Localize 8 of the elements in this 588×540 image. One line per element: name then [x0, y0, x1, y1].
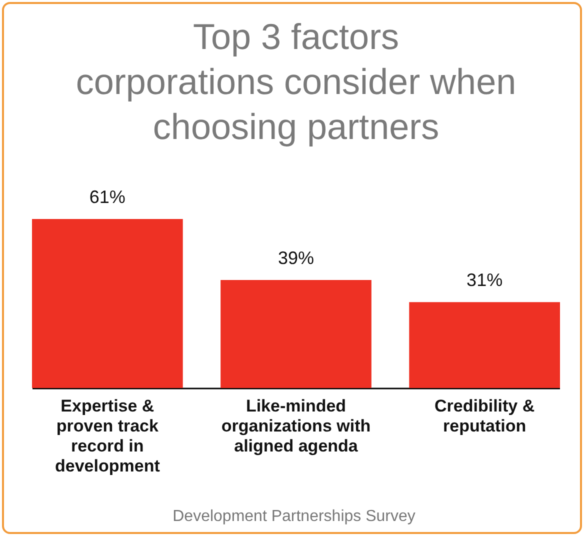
text: Development Partnerships Survey — [172, 508, 416, 526]
data-label: 61% — [89, 187, 126, 207]
x-tick-label: Like-minded organizations with aligned agenda — [221, 396, 371, 456]
x-tick-label: Credibility & reputation — [434, 396, 535, 436]
chart-title: Top 3 factors corporations consider when choosing partners — [76, 16, 516, 147]
data-label: 31% — [466, 270, 503, 290]
x-tick-label: Expertise & proven track record in development — [55, 396, 160, 476]
data-label: 39% — [278, 248, 314, 268]
